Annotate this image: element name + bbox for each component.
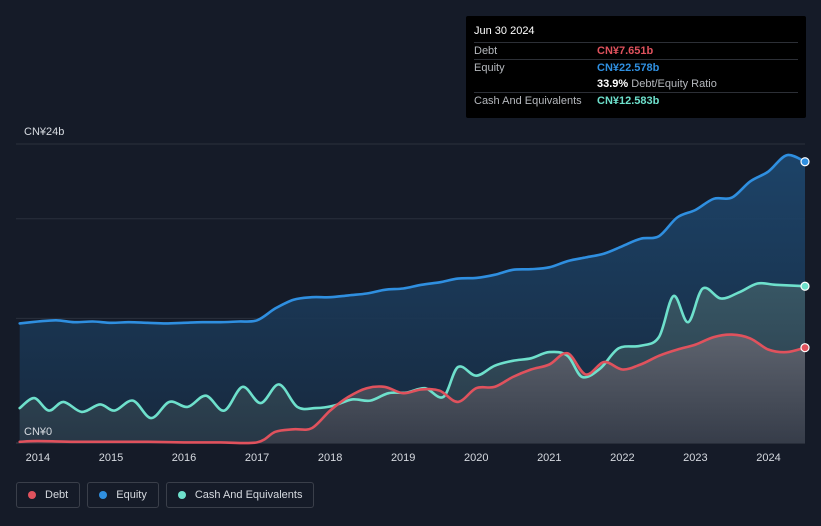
tooltip-debt-row: Debt CN¥7.651b [474,43,798,60]
y-label-top: CN¥24b [24,126,64,138]
chart-legend: Debt Equity Cash And Equivalents [16,482,321,508]
legend-cash-label: Cash And Equivalents [194,489,303,501]
tooltip-debt-value: CN¥7.651b [597,45,654,57]
x-tick-2024: 2024 [756,452,780,464]
tooltip-cash-label: Cash And Equivalents [474,95,582,107]
tooltip-ratio-label: Debt/Equity Ratio [631,78,717,90]
tooltip-cash-value: CN¥12.583b [597,95,660,107]
x-tick-2017: 2017 [245,452,269,464]
x-tick-2021: 2021 [537,452,561,464]
legend-debt[interactable]: Debt [16,482,81,508]
data-tooltip: Jun 30 2024 Debt CN¥7.651b Equity CN¥22.… [466,16,806,118]
tooltip-equity-row: Equity CN¥22.578b [474,60,798,76]
debt-line [18,333,807,445]
x-tick-2018: 2018 [318,452,342,464]
tooltip-date: Jun 30 2024 [474,24,798,43]
x-tick-2016: 2016 [172,452,196,464]
debt-end-marker [800,343,810,353]
debt-dot-icon [28,491,36,499]
y-label-bottom: CN¥0 [24,426,52,438]
x-tick-2020: 2020 [464,452,488,464]
equity-end-marker [800,157,810,167]
x-tick-2023: 2023 [683,452,707,464]
x-tick-2022: 2022 [610,452,634,464]
tooltip-equity-label: Equity [474,62,505,74]
x-tick-2014: 2014 [26,452,50,464]
equity-dot-icon [99,491,108,499]
equity-line [18,153,807,325]
x-tick-2019: 2019 [391,452,415,464]
cash-end-marker [800,281,810,291]
cash-dot-icon [177,491,186,499]
legend-equity[interactable]: Equity [87,482,159,508]
tooltip-debt-label: Debt [474,45,498,57]
tooltip-cash-row: Cash And Equivalents CN¥12.583b [474,93,798,109]
legend-equity-label: Equity [116,489,147,501]
tooltip-ratio-row: 33.9% Debt/Equity Ratio [474,76,798,93]
tooltip-ratio-value: 33.9% [597,78,629,90]
legend-debt-label: Debt [45,489,69,501]
legend-cash[interactable]: Cash And Equivalents [165,482,315,508]
debt-area [19,334,805,444]
x-tick-2015: 2015 [99,452,123,464]
tooltip-equity-value: CN¥22.578b [597,62,660,74]
